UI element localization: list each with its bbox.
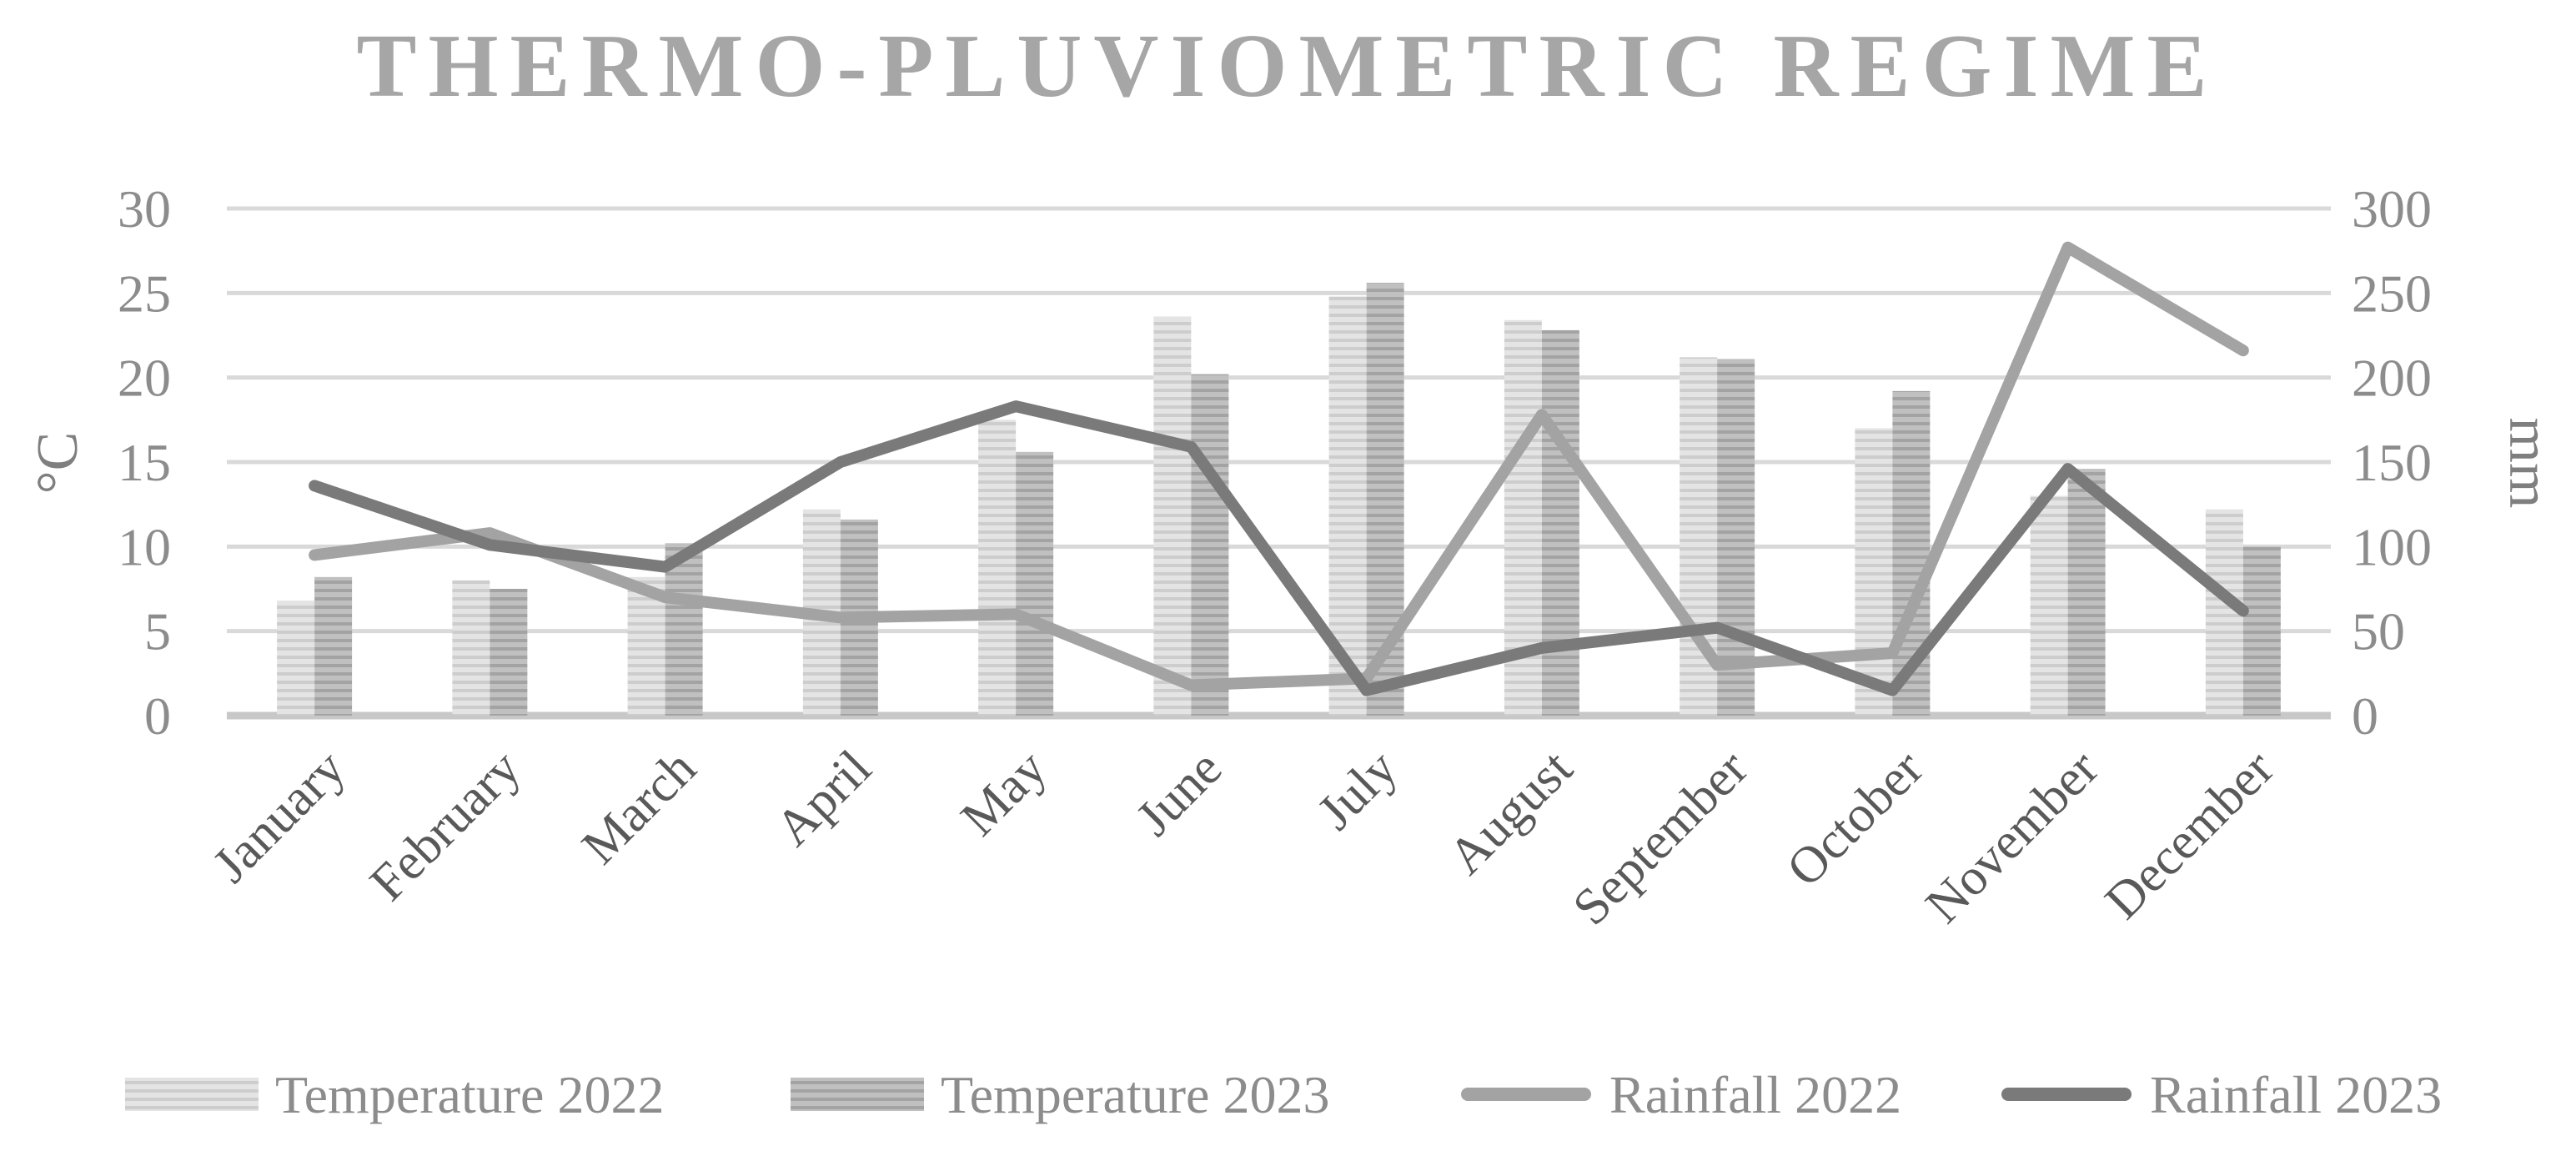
bars-layer bbox=[277, 283, 2281, 716]
right-tick-label: 100 bbox=[2352, 517, 2432, 576]
bar-temperature-2023 bbox=[2067, 469, 2106, 716]
category-label: November bbox=[1915, 740, 2109, 934]
bar-temperature-2022 bbox=[1855, 428, 1893, 716]
category-label: October bbox=[1776, 740, 1935, 898]
category-label: January bbox=[203, 740, 356, 893]
bar-temperature-2023 bbox=[490, 589, 528, 716]
left-tick-label: 15 bbox=[118, 433, 171, 492]
category-label: April bbox=[765, 740, 882, 857]
category-label: August bbox=[1438, 740, 1584, 886]
bar-temperature-2023 bbox=[1016, 451, 1054, 716]
left-axis-label: °C bbox=[26, 432, 90, 495]
bar-temperature-2023 bbox=[665, 543, 703, 716]
legend-label: Temperature 2022 bbox=[275, 1065, 664, 1124]
left-tick-label: 25 bbox=[118, 264, 171, 323]
right-tick-label: 0 bbox=[2352, 686, 2378, 746]
right-tick-label: 200 bbox=[2352, 349, 2432, 408]
legend-swatch bbox=[791, 1078, 924, 1111]
category-label: September bbox=[1562, 740, 1759, 937]
category-label: July bbox=[1307, 740, 1408, 841]
chart-title: THERMO-PLUVIOMETRIC REGIME bbox=[356, 17, 2218, 116]
left-tick-label: 0 bbox=[144, 686, 171, 746]
legend-label: Rainfall 2023 bbox=[2150, 1065, 2442, 1124]
bar-temperature-2022 bbox=[2030, 495, 2068, 716]
category-label: February bbox=[359, 740, 531, 912]
category-label: March bbox=[571, 740, 707, 876]
legend-label: Rainfall 2022 bbox=[1609, 1065, 1901, 1124]
legend: Temperature 2022 Temperature 2023 Rainfall… bbox=[125, 1065, 2442, 1124]
bar-temperature-2023 bbox=[314, 576, 353, 716]
left-tick-label: 5 bbox=[144, 602, 171, 661]
right-tick-label: 250 bbox=[2352, 264, 2432, 323]
right-tick-label: 50 bbox=[2352, 602, 2405, 661]
lines-layer bbox=[309, 241, 2249, 696]
right-axis-label: mm bbox=[2497, 418, 2561, 509]
left-tick-label: 30 bbox=[118, 179, 171, 239]
bar-temperature-2022 bbox=[452, 580, 490, 716]
bar-temperature-2023 bbox=[1191, 374, 1229, 716]
legend-swatch bbox=[125, 1078, 259, 1111]
right-tick-label: 150 bbox=[2352, 433, 2432, 492]
category-label: June bbox=[1126, 740, 1233, 847]
right-tick-label: 300 bbox=[2352, 179, 2432, 239]
bar-temperature-2022 bbox=[1153, 316, 1192, 716]
category-label: May bbox=[951, 740, 1057, 847]
line-rainfall-2023 bbox=[309, 400, 2249, 696]
category-label: December bbox=[2095, 740, 2285, 930]
left-tick-label: 20 bbox=[118, 349, 171, 408]
line-rainfall-2022 bbox=[309, 241, 2249, 691]
left-tick-label: 10 bbox=[118, 517, 171, 576]
bar-temperature-2022 bbox=[978, 420, 1017, 716]
left-axis: 0 5 10 15 20 25 30 bbox=[118, 179, 171, 746]
legend-label: Temperature 2023 bbox=[941, 1065, 1329, 1124]
bar-temperature-2023 bbox=[1541, 329, 1579, 716]
bar-temperature-2023 bbox=[1717, 359, 1755, 716]
gridlines bbox=[227, 206, 2331, 720]
bar-temperature-2023 bbox=[2242, 546, 2281, 716]
x-axis-categories: January February March April May June July Augu… bbox=[203, 740, 2285, 937]
bar-temperature-2022 bbox=[277, 601, 315, 716]
right-axis: 0 50 100 150 200 250 300 bbox=[2352, 179, 2432, 746]
